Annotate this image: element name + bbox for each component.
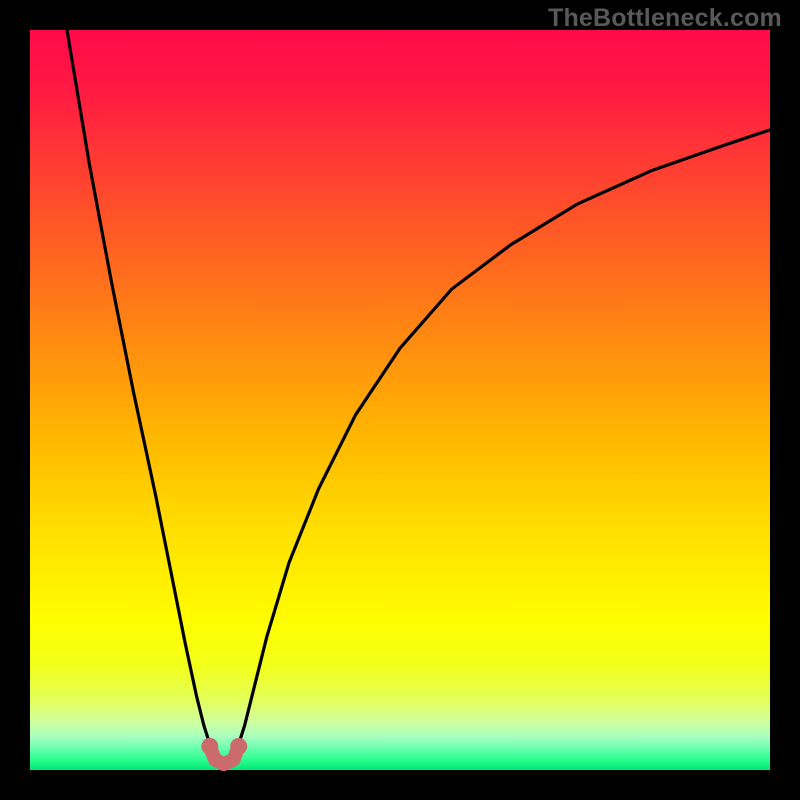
plot-background [30, 30, 770, 770]
optimal-endpoint-left [201, 738, 218, 755]
bottleneck-chart [0, 0, 800, 800]
chart-frame: TheBottleneck.com [0, 0, 800, 800]
optimal-endpoint-right [230, 738, 247, 755]
